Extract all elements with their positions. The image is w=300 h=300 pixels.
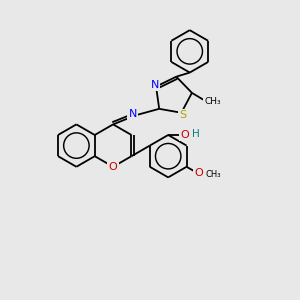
Text: O: O xyxy=(194,168,203,178)
Text: N: N xyxy=(150,80,159,90)
Text: O: O xyxy=(181,130,189,140)
Text: CH₃: CH₃ xyxy=(206,169,221,178)
Text: S: S xyxy=(179,110,186,120)
Text: O: O xyxy=(109,162,118,172)
Text: N: N xyxy=(128,109,137,119)
Text: H: H xyxy=(192,128,200,139)
Text: CH₃: CH₃ xyxy=(204,97,221,106)
